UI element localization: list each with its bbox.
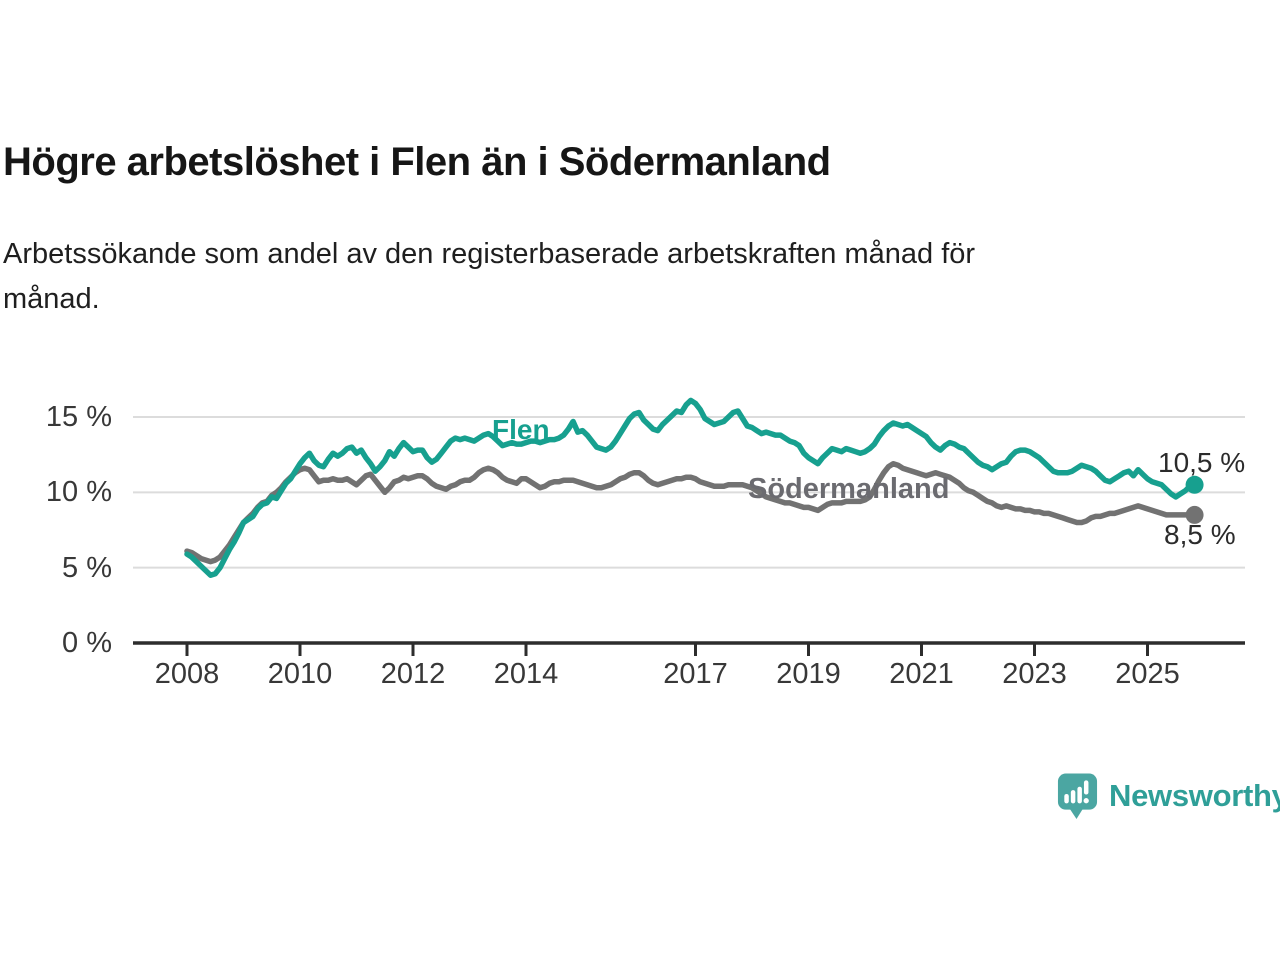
x-tick-label: 2010 [267,658,333,690]
series-label-flen: Flen [492,414,550,445]
x-tick-label: 2019 [776,658,841,690]
series-label-sodermanland: Södermanland [748,473,950,505]
series-end-dot-flen [1185,475,1204,494]
x-tick-label: 2017 [663,658,728,690]
y-tick-label: 10 % [45,476,112,509]
series-line-södermanland [184,460,1198,565]
end-value-label-flen: 10,5 % [1158,447,1246,478]
series-end-dot-södermanland [1185,505,1204,524]
y-tick-label: 5 % [62,551,112,584]
bar-chart-speech-bubble-icon [1057,773,1098,819]
y-tick-label: 15 % [45,400,112,433]
series-line-flen [184,397,1198,578]
chart-title: Högre arbetslöshet i Flen än i Södermanl… [3,140,831,184]
newsworthy-wordmark: Newsworthy [1109,778,1280,813]
newsworthy-logo: Newsworthy [1056,772,1280,820]
x-tick-label: 2012 [380,658,446,690]
end-value-label-sodermanland: 8,5 % [1164,519,1236,550]
x-tick-label: 2025 [1115,658,1180,690]
x-tick-label: 2014 [493,658,559,690]
x-tick-label: 2023 [1002,658,1067,690]
x-tick-label: 2021 [889,658,954,690]
chart-subtitle: Arbetssökande som andel av den registerb… [3,238,976,315]
y-tick-label: 0 % [62,627,112,659]
x-tick-label: 2008 [154,658,220,690]
